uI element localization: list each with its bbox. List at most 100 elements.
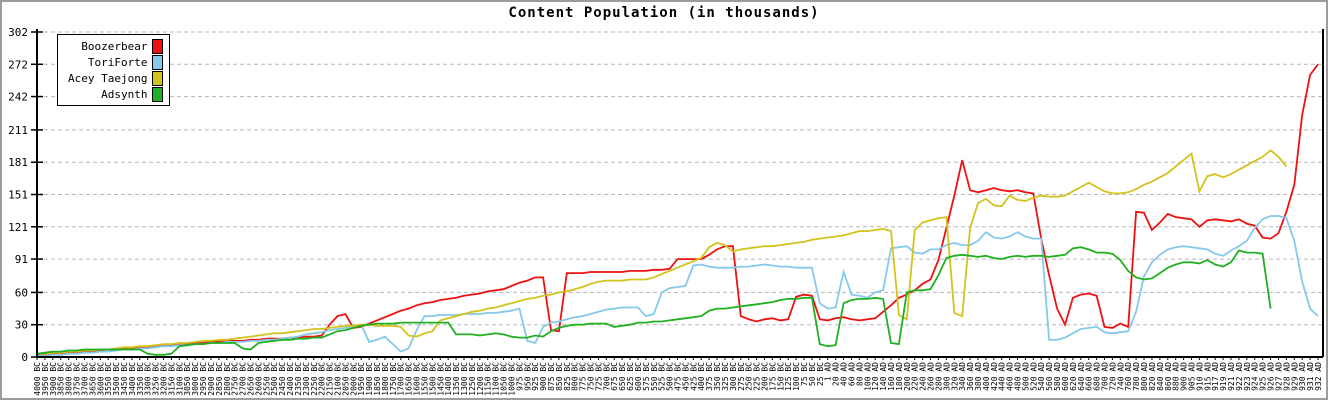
x-tick-label: 360 AD xyxy=(966,362,975,391)
x-tick-label: 800 AD xyxy=(1140,362,1149,391)
x-tick-label: 160 AD xyxy=(887,362,896,391)
x-tick-label: 200 AD xyxy=(903,362,912,391)
x-tick-label: 225 BC xyxy=(753,362,762,391)
x-tick-label: 840 AD xyxy=(1156,362,1165,391)
x-tick-label: 725 BC xyxy=(594,362,603,391)
x-tick-label: 1100 BC xyxy=(492,362,501,396)
x-tick-label: 640 AD xyxy=(1077,362,1086,391)
legend-box: Boozerbear ToriForte Acey Taejong Adsynth xyxy=(57,34,171,106)
x-tick-label: 450 BC xyxy=(681,362,690,391)
series-line-toriforte xyxy=(37,215,1319,357)
legend-label-boozerbear: Boozerbear xyxy=(81,39,148,53)
legend-swatch-boozerbear xyxy=(152,38,164,54)
x-tick-label: 275 BC xyxy=(737,362,746,391)
x-tick-label: 1850 BC xyxy=(373,362,382,396)
x-tick-label: 1900 BC xyxy=(365,362,374,396)
x-tick-label: 2300 BC xyxy=(302,362,311,396)
legend-entry-adsynth: Adsynth xyxy=(68,86,164,102)
x-tick-label: 3850 BC xyxy=(57,362,66,396)
x-tick-label: 2850 BC xyxy=(215,362,224,396)
legend-entry-boozerbear: Boozerbear xyxy=(68,38,164,54)
x-tick-label: 915 AD xyxy=(1203,362,1212,391)
x-tick-label: 3500 BC xyxy=(112,362,121,396)
x-tick-label: 4000 BC xyxy=(33,362,42,396)
legend-entry-toriforte: ToriForte xyxy=(68,54,164,70)
legend-label-acey-taejong: Acey Taejong xyxy=(68,71,148,85)
x-tick-label: 924 AD xyxy=(1251,362,1260,391)
x-tick-label: 1500 BC xyxy=(428,362,437,396)
x-tick-label: 100 BC xyxy=(792,362,801,391)
x-tick-label: 580 AD xyxy=(1053,362,1062,391)
x-tick-label: 2250 BC xyxy=(310,362,319,396)
x-tick-label: 923 AD xyxy=(1243,362,1252,391)
legend-label-adsynth: Adsynth xyxy=(101,87,148,101)
legend-swatch-toriforte xyxy=(152,54,164,70)
x-tick-label: 3900 BC xyxy=(49,362,58,396)
x-tick-label: 2200 BC xyxy=(318,362,327,396)
x-tick-label: 800 BC xyxy=(571,362,580,391)
x-tick-label: 1650 BC xyxy=(405,362,414,396)
x-tick-label: 260 AD xyxy=(927,362,936,391)
x-tick-label: 380 AD xyxy=(974,362,983,391)
x-tick-label: 2350 BC xyxy=(294,362,303,396)
x-tick-label: 760 AD xyxy=(1124,362,1133,391)
x-tick-label: 400 BC xyxy=(697,362,706,391)
x-tick-label: 575 BC xyxy=(642,362,651,391)
x-tick-label: 930 AD xyxy=(1298,362,1307,391)
chart-title: Content Population (in thousands) xyxy=(508,5,820,21)
x-tick-label: 2550 BC xyxy=(262,362,271,396)
x-tick-label: 660 AD xyxy=(1085,362,1094,391)
x-tick-label: 929 AD xyxy=(1290,362,1299,391)
x-tick-label: 1250 BC xyxy=(468,362,477,396)
x-tick-label: 600 AD xyxy=(1061,362,1070,391)
x-tick-label: 931 AD xyxy=(1306,362,1315,391)
x-tick-label: 900 AD xyxy=(1180,362,1189,391)
x-tick-label: 620 AD xyxy=(1069,362,1078,391)
x-tick-label: 2500 BC xyxy=(270,362,279,396)
x-tick-label: 1150 BC xyxy=(484,362,493,396)
x-tick-label: 1800 BC xyxy=(381,362,390,396)
x-tick-label: 740 AD xyxy=(1116,362,1125,391)
x-tick-label: 3400 BC xyxy=(128,362,137,396)
x-tick-label: 50 BC xyxy=(808,362,817,386)
x-tick-label: 2100 BC xyxy=(333,362,342,396)
x-tick-label: 100 AD xyxy=(863,362,872,391)
x-tick-label: 400 AD xyxy=(982,362,991,391)
x-tick-label: 200 BC xyxy=(760,362,769,391)
series-line-adsynth xyxy=(36,246,1272,356)
x-tick-label: 925 AD xyxy=(1259,362,1268,391)
x-tick-label: 927 AD xyxy=(1274,362,1283,391)
x-tick-label: 1 AD xyxy=(824,362,833,381)
x-tick-label: 720 AD xyxy=(1108,362,1117,391)
x-tick-label: 80 AD xyxy=(855,362,864,386)
x-tick-label: 3100 BC xyxy=(175,362,184,396)
series-line-acey-taejong xyxy=(37,149,1288,355)
y-tick-label: 91 xyxy=(15,253,28,266)
legend-entry-acey-taejong: Acey Taejong xyxy=(68,70,164,86)
x-tick-label: 1550 BC xyxy=(420,362,429,396)
y-tick-label: 30 xyxy=(15,319,28,332)
x-tick-label: 3800 BC xyxy=(65,362,74,396)
x-tick-label: 250 BC xyxy=(745,362,754,391)
x-tick-label: 560 AD xyxy=(1045,362,1054,391)
series-line-boozerbear xyxy=(37,63,1319,356)
x-tick-label: 25 BC xyxy=(816,362,825,386)
x-tick-label: 1600 BC xyxy=(413,362,422,396)
x-tick-label: 500 BC xyxy=(666,362,675,391)
x-tick-label: 140 AD xyxy=(879,362,888,391)
x-tick-label: 480 AD xyxy=(1014,362,1023,391)
x-tick-label: 2700 BC xyxy=(239,362,248,396)
legend-label-toriforte: ToriForte xyxy=(87,55,148,69)
y-tick-label: 60 xyxy=(15,286,28,299)
x-tick-label: 75 BC xyxy=(800,362,809,386)
x-tick-label: 300 AD xyxy=(942,362,951,391)
x-tick-label: 180 AD xyxy=(895,362,904,391)
x-tick-label: 2650 BC xyxy=(247,362,256,396)
x-tick-label: 1000 BC xyxy=(507,362,516,396)
x-tick-label: 3450 BC xyxy=(120,362,129,396)
x-tick-label: 917 AD xyxy=(1211,362,1220,391)
x-tick-label: 40 AD xyxy=(840,362,849,386)
x-tick-label: 825 BC xyxy=(563,362,572,391)
x-tick-label: 680 AD xyxy=(1093,362,1102,391)
